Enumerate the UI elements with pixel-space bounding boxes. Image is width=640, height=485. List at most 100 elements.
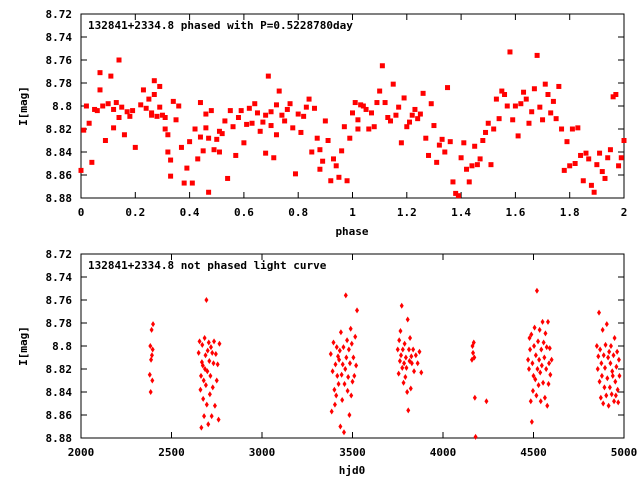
phased-data-point bbox=[586, 156, 592, 162]
unphased-data-point bbox=[202, 413, 207, 420]
unphased-data-point bbox=[348, 325, 353, 332]
unphased-data-point bbox=[615, 348, 620, 355]
phased-data-point bbox=[241, 140, 247, 146]
phased-data-point bbox=[328, 178, 334, 184]
unphased-data-point bbox=[211, 360, 216, 367]
unphased-data-point bbox=[333, 361, 338, 368]
unphased-data-point bbox=[528, 398, 533, 405]
phased-data-point bbox=[352, 100, 358, 106]
phased-data-point bbox=[149, 112, 155, 118]
unphased-data-point bbox=[534, 287, 539, 294]
unphased-data-point bbox=[538, 369, 543, 376]
phased-x-tick-label: 0.8 bbox=[288, 206, 308, 219]
phased-data-point bbox=[154, 113, 160, 119]
unphased-data-point bbox=[353, 333, 358, 340]
unphased-data-point bbox=[604, 392, 609, 399]
unphased-data-point bbox=[616, 356, 621, 363]
unphased-data-point bbox=[335, 372, 340, 379]
phased-data-point bbox=[244, 121, 250, 127]
unphased-data-point bbox=[607, 384, 612, 391]
unphased-data-point bbox=[150, 346, 155, 353]
unphased-data-point bbox=[530, 387, 535, 394]
phased-data-point bbox=[491, 126, 497, 132]
unphased-data-point bbox=[338, 423, 343, 430]
phased-data-point bbox=[83, 103, 89, 109]
phased-data-point bbox=[189, 180, 195, 186]
phased-data-point bbox=[521, 89, 527, 95]
phased-data-point bbox=[442, 149, 448, 155]
phased-data-point bbox=[265, 73, 271, 79]
unphased-data-point bbox=[548, 371, 553, 378]
phased-data-point bbox=[116, 115, 122, 120]
unphased-data-point bbox=[198, 386, 203, 393]
phased-data-point bbox=[162, 126, 168, 132]
phased-data-point bbox=[279, 112, 285, 118]
unphased-y-tick-label: 8.8 bbox=[52, 340, 72, 353]
phased-data-point bbox=[322, 118, 328, 124]
unphased-data-point bbox=[202, 334, 207, 341]
phased-data-point bbox=[197, 134, 203, 140]
unphased-data-point bbox=[419, 369, 424, 376]
unphased-data-point bbox=[541, 339, 546, 346]
phased-plot-xlabel: phase bbox=[335, 225, 368, 238]
phased-data-point bbox=[344, 178, 350, 184]
unphased-data-point bbox=[342, 380, 347, 387]
phased-data-point bbox=[588, 182, 594, 188]
phased-data-point bbox=[306, 96, 312, 102]
unphased-data-point bbox=[613, 392, 618, 399]
phased-data-point bbox=[336, 174, 342, 180]
phased-data-point bbox=[575, 125, 581, 131]
phased-data-point bbox=[480, 138, 486, 143]
phased-data-point bbox=[206, 135, 212, 141]
unphased-data-point bbox=[611, 352, 616, 359]
unphased-data-point bbox=[149, 352, 154, 359]
unphased-data-point bbox=[354, 362, 359, 369]
phased-data-point bbox=[393, 112, 399, 118]
phased-data-point bbox=[531, 86, 537, 92]
unphased-data-point bbox=[345, 337, 350, 344]
unphased-data-point bbox=[205, 368, 210, 375]
unphased-data-point bbox=[212, 338, 217, 345]
phased-data-point bbox=[428, 101, 434, 107]
phased-data-point bbox=[222, 118, 228, 124]
phased-data-point bbox=[184, 165, 190, 171]
phased-data-point bbox=[111, 106, 117, 112]
phased-data-point bbox=[540, 117, 546, 123]
unphased-data-point bbox=[207, 357, 212, 364]
phased-data-point bbox=[621, 138, 627, 143]
phased-y-tick-label: 8.88 bbox=[46, 192, 73, 205]
phased-data-point bbox=[165, 149, 171, 155]
phased-data-point bbox=[464, 166, 470, 172]
unphased-data-point bbox=[150, 377, 155, 384]
unphased-data-point bbox=[147, 371, 152, 378]
unphased-data-point bbox=[601, 400, 606, 407]
unphased-data-point bbox=[532, 324, 537, 331]
phased-data-point bbox=[360, 103, 366, 109]
phased-data-point bbox=[227, 108, 233, 114]
phased-data-point bbox=[591, 189, 597, 195]
phased-plot-points bbox=[78, 49, 627, 199]
phased-data-point bbox=[168, 157, 174, 163]
phased-data-point bbox=[301, 113, 307, 119]
unphased-data-point bbox=[536, 338, 541, 345]
phased-data-point bbox=[320, 158, 326, 164]
phased-data-point bbox=[295, 111, 301, 117]
phased-data-point bbox=[529, 109, 535, 115]
phased-data-point bbox=[292, 171, 298, 177]
phased-data-point bbox=[192, 126, 198, 132]
unphased-data-point bbox=[612, 398, 617, 405]
unphased-data-point bbox=[203, 382, 208, 389]
unphased-data-point bbox=[610, 368, 615, 375]
phased-data-point bbox=[254, 110, 260, 116]
unphased-data-point bbox=[399, 302, 404, 309]
phased-data-point bbox=[499, 88, 505, 94]
unphased-data-point bbox=[526, 366, 531, 372]
phased-data-point bbox=[485, 120, 491, 126]
phased-data-point bbox=[249, 120, 255, 126]
unphased-x-tick-label: 4500 bbox=[520, 446, 547, 459]
phased-data-point bbox=[216, 128, 222, 134]
unphased-data-point bbox=[597, 309, 602, 316]
unphased-data-point bbox=[542, 354, 547, 361]
phased-data-point bbox=[200, 148, 206, 154]
